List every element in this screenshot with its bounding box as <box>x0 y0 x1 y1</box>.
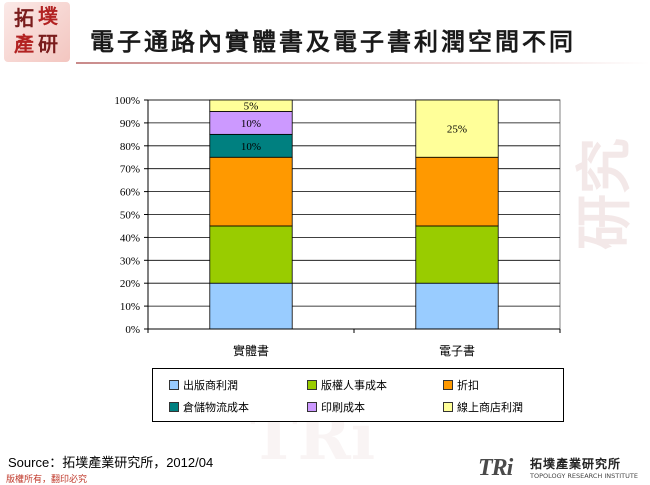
legend-item: 出版商利潤 <box>169 377 238 393</box>
y-tick-label: 100% <box>114 95 140 107</box>
bar-segment <box>415 99 499 158</box>
institute-name-en: TOPOLOGY RESEARCH INSTITUTE <box>530 472 638 480</box>
data-label: 10% <box>241 118 261 130</box>
legend-swatch <box>443 402 453 412</box>
source-note: Source：拓墣產業研究所，2012/04 <box>8 455 214 470</box>
legend-item: 版權人事成本 <box>307 377 387 393</box>
bar-segment <box>209 282 293 330</box>
y-tick-label: 50% <box>120 210 140 222</box>
y-tick-label: 70% <box>120 164 140 176</box>
y-tick-label: 80% <box>120 141 140 153</box>
title-divider <box>76 62 650 64</box>
legend-swatch <box>307 380 317 390</box>
legend-item: 印刷成本 <box>307 399 365 415</box>
y-tick-label: 40% <box>120 232 140 244</box>
legend-label: 折扣 <box>457 379 479 392</box>
chart-bars <box>209 99 499 330</box>
legend-label: 印刷成本 <box>321 401 365 414</box>
y-tick-label: 0% <box>125 324 140 336</box>
logo-char: 研 <box>38 32 58 56</box>
y-tick-label: 90% <box>120 118 140 130</box>
legend-swatch <box>443 380 453 390</box>
logo-badge: 拓 墣 產 研 <box>4 2 70 62</box>
bar-segment <box>209 156 293 227</box>
legend-label: 出版商利潤 <box>183 379 238 392</box>
data-label: 5% <box>244 101 259 113</box>
legend-item: 倉儲物流成本 <box>169 399 249 415</box>
institute-name: 拓墣產業研究所 <box>530 457 622 471</box>
chart-axes: 0% 10% 20% 30% 40% 50% 60% 70% 80% 90% 100% <box>114 95 561 336</box>
page-title: 電子通路內實體書及電子書利潤空間不同 <box>90 27 576 56</box>
bar-segment <box>415 156 499 227</box>
bar-segment <box>415 282 499 330</box>
bar-segment <box>209 99 293 112</box>
chart-labels: 實體書 電子書 10% 10% 5% 25% <box>233 101 475 358</box>
chart-legend: 出版商利潤 版權人事成本 折扣倉儲物流成本 印刷成本 線上商店利潤 <box>152 368 564 422</box>
legend-label: 版權人事成本 <box>321 379 387 392</box>
y-tick-label: 20% <box>120 278 140 290</box>
y-tick-label: 10% <box>120 301 140 313</box>
legend-swatch <box>169 380 179 390</box>
y-tick-label: 60% <box>120 187 140 199</box>
legend-label: 線上商店利潤 <box>457 401 523 414</box>
x-category-label: 電子書 <box>439 344 475 358</box>
bar-segment <box>209 225 293 284</box>
legend-swatch <box>169 402 179 412</box>
legend-swatch <box>307 402 317 412</box>
legend-item: 線上商店利潤 <box>443 399 523 415</box>
tri-logo-icon: TRi <box>478 455 513 481</box>
data-label: 25% <box>447 124 467 136</box>
copyright-note: 版權所有，翻印必究 <box>6 475 88 485</box>
legend-label: 倉儲物流成本 <box>183 401 249 414</box>
x-category-label: 實體書 <box>233 343 269 358</box>
logo-char: 拓 <box>14 6 34 30</box>
legend-item: 折扣 <box>443 377 479 393</box>
bar-segment <box>415 225 499 284</box>
data-label: 10% <box>241 141 261 153</box>
logo-char: 墣 <box>38 4 58 28</box>
logo-char: 產 <box>14 32 34 56</box>
y-tick-label: 30% <box>120 255 140 267</box>
